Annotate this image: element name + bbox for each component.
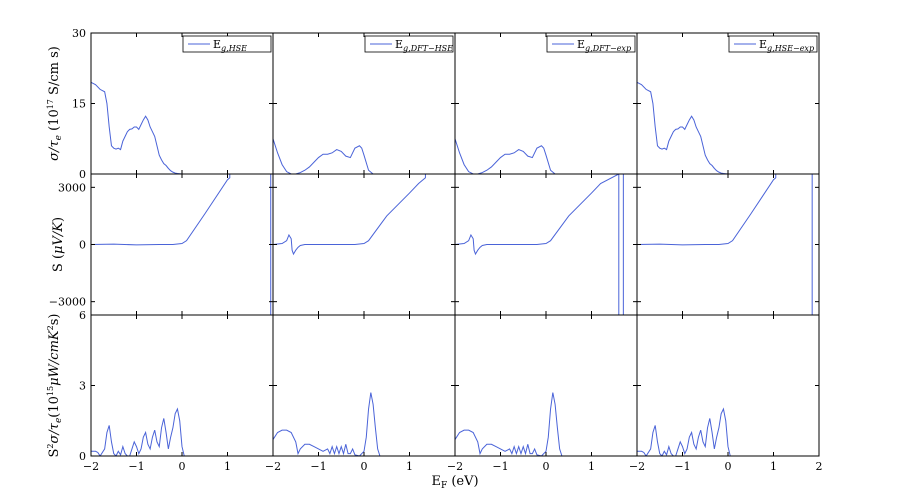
x-tick-label: 0	[361, 460, 368, 473]
y-axis-label-row0: σ/τe (1017 S/cm s)	[46, 46, 64, 161]
series-line-r0-c0	[91, 81, 273, 174]
legend: Eg,DFT−exp	[546, 35, 636, 53]
y-tick-label: 15	[72, 98, 86, 111]
axes-frame	[90, 32, 274, 175]
panel-r1-c2	[454, 173, 638, 316]
x-tick-label: −1	[492, 460, 508, 473]
series-line-r2-c0	[91, 407, 273, 456]
x-tick-label: −2	[265, 460, 281, 473]
panel-r1-c0: −3000 0 3000	[49, 173, 274, 316]
series-line-r1-c2	[455, 174, 624, 315]
series-line-r1-c1	[273, 174, 455, 256]
panel-r1-c1	[272, 173, 456, 316]
series-line-r2-c2	[455, 392, 637, 456]
legend: Eg,HSE−exp	[728, 35, 818, 53]
y-axis-label-row2: S2σ/τe(1015μW/cmK2s)	[46, 314, 64, 458]
legend-label: Eg,HSE	[213, 38, 247, 53]
series-line-r0-c3	[637, 81, 819, 174]
axes-frame	[636, 32, 820, 175]
y-tick-label: 0	[79, 168, 86, 181]
panel-r1-c3	[636, 173, 820, 316]
x-tick-label: −2	[629, 460, 645, 473]
y-tick-label: 3000	[58, 181, 86, 194]
x-tick-label: 2	[816, 460, 823, 473]
legend-box	[182, 35, 272, 53]
y-tick-label: −3000	[49, 296, 86, 309]
axes-frame	[454, 173, 638, 316]
y-tick-label: 3	[79, 380, 86, 393]
panel-r2-c0: 0 3 6 −2 −1 0 1	[79, 309, 274, 473]
panel-r2-c2: −2 −1 0 1	[447, 314, 638, 473]
x-axis-label: EF (eV)	[431, 474, 478, 491]
axes-frame	[272, 314, 456, 457]
axes-frame	[454, 32, 638, 175]
series-line-r1-c0	[91, 174, 272, 315]
legend: Eg,HSE	[182, 35, 272, 53]
panel-r0-c1: Eg,DFT−HSE	[272, 32, 456, 175]
axes-frame	[454, 314, 638, 457]
series-line-r2-c3	[637, 407, 819, 456]
series-line-r1-c3	[637, 174, 813, 315]
x-tick-label: −1	[310, 460, 326, 473]
x-tick-label: 0	[543, 460, 550, 473]
legend: Eg,DFT−HSE	[364, 35, 454, 53]
y-tick-label: 0	[79, 239, 86, 252]
panel-r2-c3: −2 −1 0 1 2	[629, 314, 823, 473]
x-tick-label: 0	[725, 460, 732, 473]
panel-r0-c3: Eg,HSE−exp	[636, 32, 820, 175]
x-tick-label: −1	[674, 460, 690, 473]
x-tick-label: −2	[447, 460, 463, 473]
x-tick-label: −2	[83, 460, 99, 473]
series-line-r2-c1	[273, 392, 455, 456]
legend-box	[364, 35, 454, 53]
axes-frame	[272, 173, 456, 316]
y-axis-label-row1: S (μV/K)	[51, 217, 66, 272]
panel-r0-c0: 0 15 30 Eg,HSE	[72, 27, 274, 181]
panel-r0-c2: Eg,DFT−exp	[454, 32, 638, 175]
x-tick-label: 1	[224, 460, 231, 473]
y-tick-label: 6	[79, 309, 86, 322]
axes-frame	[636, 314, 820, 457]
x-tick-label: 1	[770, 460, 777, 473]
legend-label: Eg,HSE−exp	[759, 38, 814, 53]
legend-box	[728, 35, 818, 53]
axes-frame	[272, 32, 456, 175]
x-tick-label: 1	[588, 460, 595, 473]
legend-label: Eg,DFT−HSE	[395, 38, 453, 53]
legend-label: Eg,DFT−exp	[577, 38, 631, 53]
axes-frame	[90, 314, 274, 457]
series-line-r0-c1	[273, 138, 455, 174]
x-tick-label: 0	[179, 460, 186, 473]
series-line-r0-c2	[455, 138, 637, 174]
y-axis-labels: σ/τe (1017 S/cm s) S (μV/K) S2σ/τe(1015μW/…	[46, 46, 66, 457]
y-tick-label: 0	[79, 450, 86, 463]
panel-r2-c1: −2 −1 0 1	[265, 314, 456, 473]
legend-box	[546, 35, 636, 53]
x-tick-label: −1	[128, 460, 144, 473]
y-tick-label: 30	[72, 27, 86, 40]
x-tick-label: 1	[406, 460, 413, 473]
